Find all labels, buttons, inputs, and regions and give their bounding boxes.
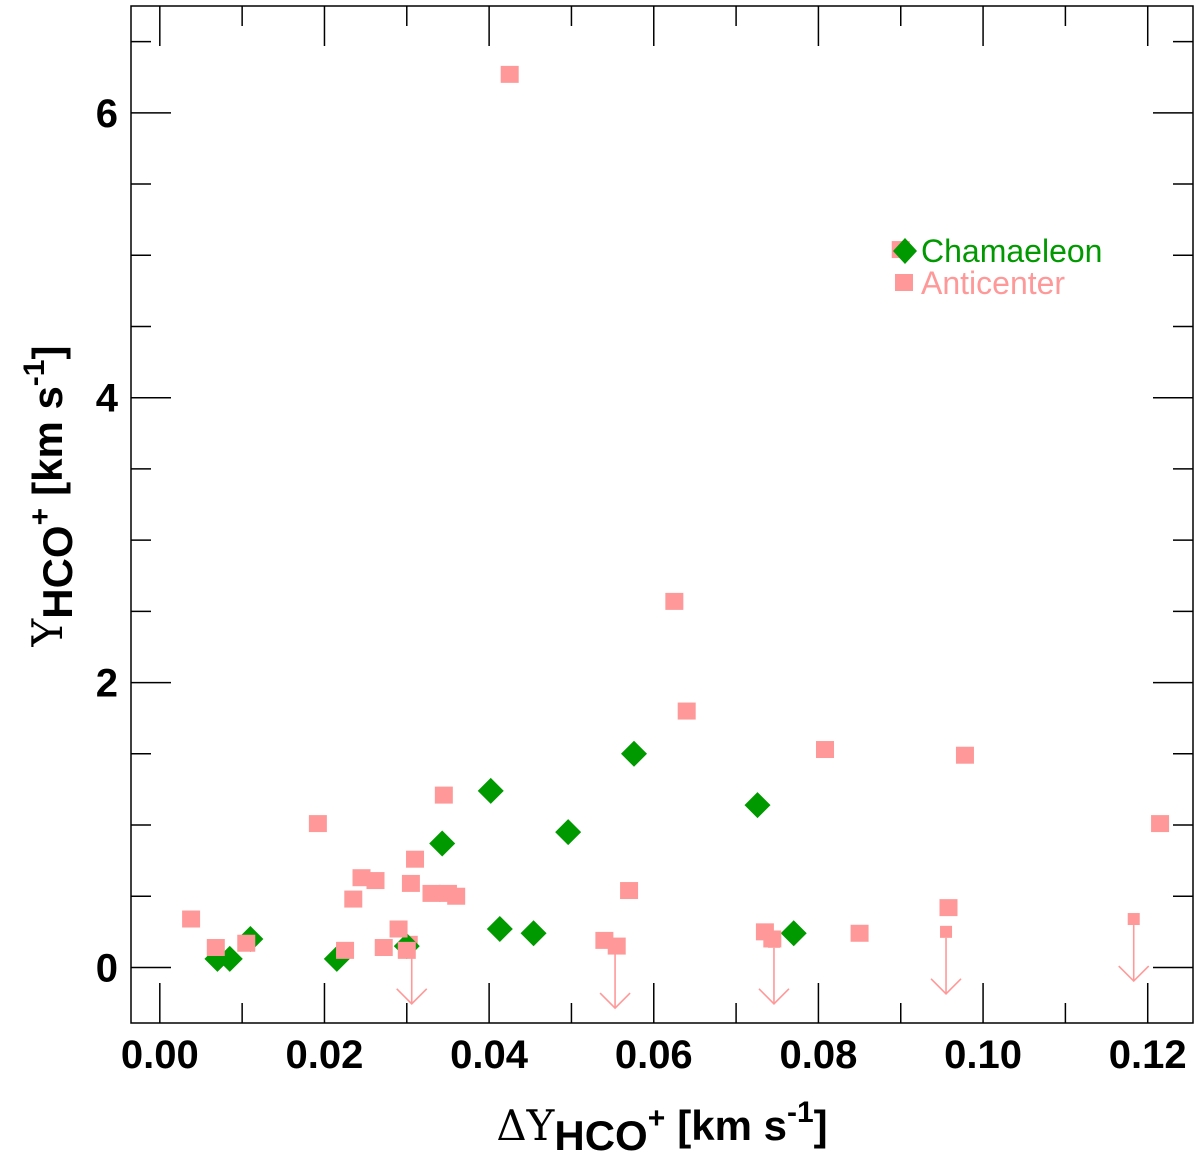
legend: Chamaeleon Anticenter: [893, 233, 1102, 301]
legend-label-anticenter: Anticenter: [921, 265, 1065, 301]
legend-label-chamaeleon: Chamaeleon: [921, 233, 1102, 269]
x-tick-label: 0.02: [286, 1033, 364, 1077]
anticenter-point: [422, 884, 441, 902]
upper-limit-marker: [1127, 913, 1140, 926]
x-axis-label-sub: HCO: [554, 1112, 647, 1159]
legend-marker-chamaeleon: [893, 238, 917, 264]
anticenter-point: [939, 899, 958, 917]
legend-marker-anticenter: [895, 274, 913, 291]
anticenter-point: [401, 874, 420, 892]
chamaeleon-point: [780, 920, 807, 947]
axis-tick-labels: 0.00 0.02 0.04 0.06 0.08 0.10 0.12 0 2 4 6: [96, 92, 1187, 1077]
y-tick-label: 6: [96, 92, 118, 136]
y-axis-label-units: [km s: [24, 386, 71, 496]
x-tick-label: 0.00: [121, 1033, 199, 1077]
x-axis-label-units: [km s: [677, 1102, 787, 1149]
y-axis-label: ΥHCO+ [km s-1]: [18, 345, 81, 647]
anticenter-point: [1151, 815, 1170, 833]
anticenter-point: [389, 920, 408, 938]
anticenter-point: [763, 930, 782, 948]
y-axis-label-units-sup: -1: [18, 359, 51, 386]
y-tick-label: 4: [96, 377, 119, 421]
anticenter-point: [816, 741, 835, 759]
upper-limit-arrow-head: [930, 978, 962, 995]
anticenter-point: [237, 934, 256, 952]
x-axis-label-units-close: ]: [814, 1102, 828, 1149]
plot-frame: [130, 5, 1194, 1024]
x-tick-label: 0.10: [944, 1033, 1022, 1077]
y-axis-label-sup: +: [24, 508, 57, 526]
y-axis-label-sub: HCO: [34, 525, 81, 618]
chamaeleon-point: [520, 920, 547, 947]
anticenter-point: [206, 939, 225, 957]
chamaeleon-point: [744, 792, 771, 819]
upper-limit-arrow-head: [599, 992, 631, 1010]
anticenter-point: [366, 872, 385, 890]
anticenter-point: [620, 882, 639, 900]
data-points: [182, 65, 1170, 1010]
x-tick-label: 0.08: [779, 1033, 857, 1077]
y-tick-label: 2: [96, 662, 118, 706]
chamaeleon-point: [429, 830, 456, 857]
axis-ticks: [131, 6, 1193, 1023]
x-tick-label: 0.12: [1109, 1033, 1187, 1077]
x-axis-label-symbol: ΔΥ: [496, 1101, 555, 1150]
anticenter-point: [677, 702, 696, 720]
anticenter-point: [434, 786, 453, 804]
x-tick-label: 0.04: [450, 1033, 529, 1077]
chamaeleon-point: [486, 915, 513, 942]
anticenter-point: [406, 850, 425, 868]
anticenter-point: [665, 592, 684, 610]
anticenter-point: [344, 890, 363, 908]
anticenter-point: [447, 887, 466, 905]
anticenter-point: [308, 815, 327, 833]
anticenter-point: [182, 910, 201, 928]
x-axis-label-units-sup: -1: [787, 1096, 814, 1129]
y-tick-label: 0: [96, 946, 118, 990]
x-axis-label: ΔΥHCO+ [km s-1]: [496, 1096, 827, 1159]
x-tick-label: 0.06: [615, 1033, 693, 1077]
anticenter-point: [397, 941, 416, 959]
chamaeleon-point: [555, 819, 582, 846]
chamaeleon-point: [621, 740, 648, 767]
upper-limit-marker: [940, 925, 953, 938]
y-axis-label-units-close: ]: [24, 345, 71, 359]
upper-limit-arrow-head: [758, 988, 790, 1005]
chamaeleon-point: [477, 777, 504, 804]
anticenter-point: [850, 924, 869, 942]
anticenter-point: [607, 937, 626, 955]
anticenter-point: [336, 941, 355, 959]
y-axis-label-symbol: Υ: [23, 618, 72, 648]
anticenter-point: [955, 746, 974, 764]
anticenter-point: [352, 869, 371, 887]
x-axis-label-sup: +: [648, 1102, 666, 1135]
upper-limit-arrow-head: [1118, 965, 1150, 983]
anticenter-point: [374, 939, 393, 957]
anticenter-point: [500, 65, 519, 83]
upper-limit-arrow-head: [396, 988, 428, 1005]
